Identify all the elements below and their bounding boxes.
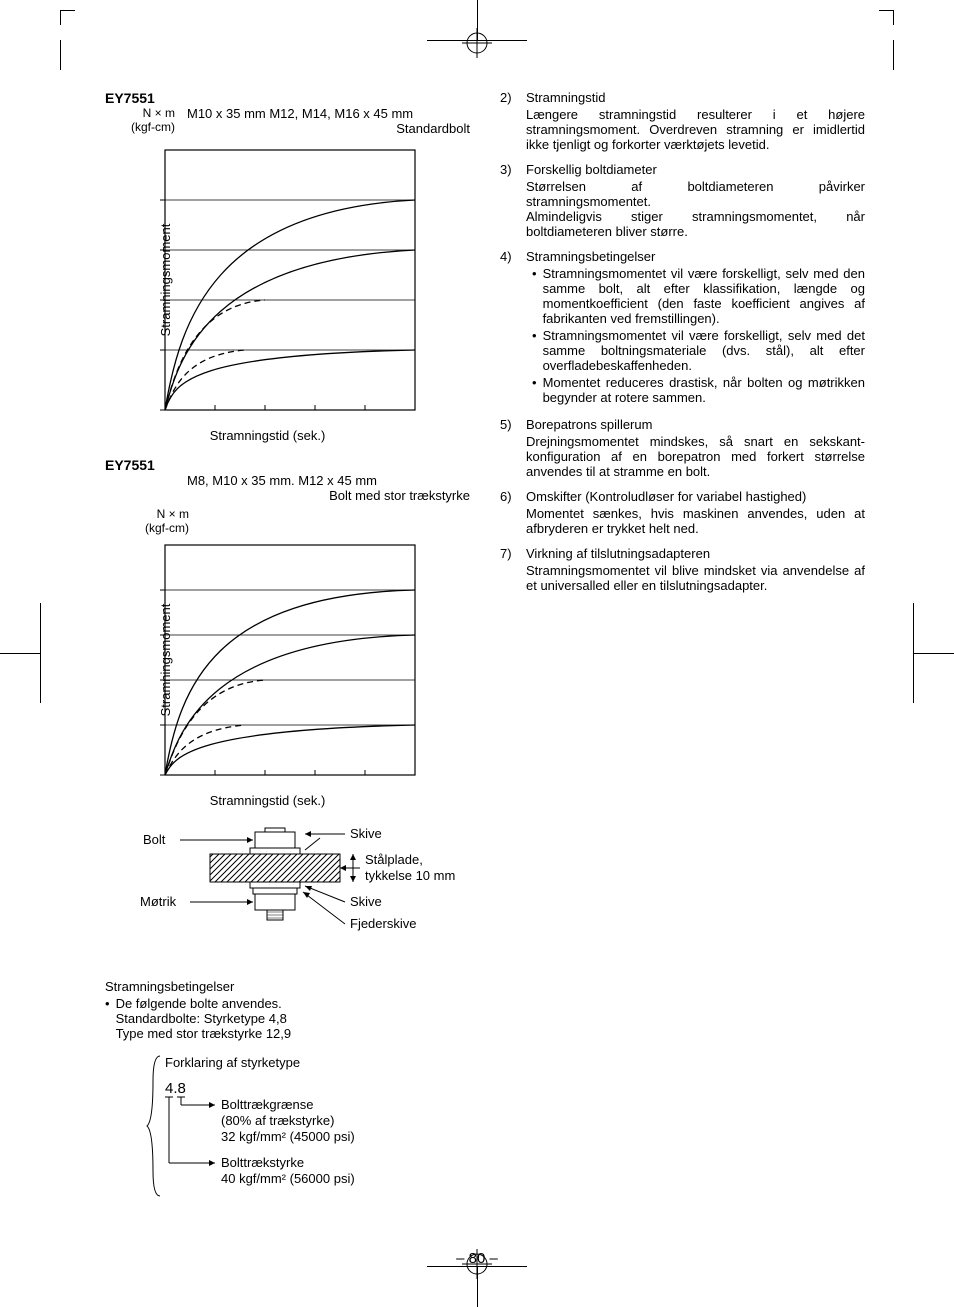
conditions-line2: Type med stor trækstyrke 12,9: [116, 1026, 292, 1041]
item-desc: Størrelsen af boltdiameteren påvirker st…: [526, 179, 865, 209]
bolt-diagram: Bolt Skive Stålplade, tykkelse 10 mm Ski…: [105, 824, 470, 967]
chart2-unit1: N × m: [157, 507, 189, 521]
right-item: 7) Virkning af tilslutningsadapteren Stram…: [500, 546, 865, 593]
svg-text:Fjederskive: Fjederskive: [350, 916, 416, 931]
svg-text:tykkelse 10 mm: tykkelse 10 mm: [365, 868, 455, 883]
chart2-xlabel: Stramningstid (sek.): [105, 793, 430, 808]
right-item: 2) Stramningstid Længere stramningstid res…: [500, 90, 865, 152]
svg-text:4.8: 4.8: [165, 1080, 186, 1097]
svg-text:32 kgf/mm² (45000 psi): 32 kgf/mm² (45000 psi): [221, 1129, 355, 1144]
chart1-model: EY7551: [105, 90, 470, 106]
chart1-header1: M10 x 35 mm M12, M14, M16 x 45 mm: [187, 106, 470, 121]
chart1-block: EY7551 N × m (kgf-cm) M10 x 35 mm M12, M…: [105, 90, 470, 443]
right-item: 4) Stramningsbetingelser •Stramningsmoment…: [500, 249, 865, 407]
page-number: – 80 –: [0, 1250, 954, 1267]
left-column: EY7551 N × m (kgf-cm) M10 x 35 mm M12, M…: [105, 90, 470, 1204]
svg-text:(80% af trækstyrke): (80% af trækstyrke): [221, 1113, 334, 1128]
item-desc: Længere stramningstid resulterer i et hø…: [526, 107, 865, 152]
chart2-ylabel: Stramningsmoment: [158, 604, 173, 717]
conditions-bullet: De følgende bolte anvendes.: [116, 996, 292, 1011]
conditions-line1: Standardbolte: Styrketype 4,8: [116, 1011, 292, 1026]
chart1-unit1: N × m: [143, 106, 175, 120]
chart1-xlabel: Stramningstid (sek.): [105, 428, 430, 443]
item-number: 3): [500, 162, 518, 239]
right-column: 2) Stramningstid Længere stramningstid res…: [500, 90, 865, 1204]
chart1-ylabel: Stramningsmoment: [158, 224, 173, 337]
svg-text:Skive: Skive: [350, 826, 382, 841]
item-title: Omskifter (Kontroludløser for variabel h…: [526, 489, 865, 504]
item-number: 6): [500, 489, 518, 536]
chart2-model: EY7551: [105, 457, 470, 473]
svg-text:Skive: Skive: [350, 894, 382, 909]
item-sub-bullet: •Stramningsmomentet vil være forskelligt…: [532, 266, 865, 326]
item-desc: Drejningsmomentet mindskes, så snart en …: [526, 434, 865, 479]
svg-text:40 kgf/mm² (56000 psi): 40 kgf/mm² (56000 psi): [221, 1171, 355, 1186]
bolt-diagram-svg: Bolt Skive Stålplade, tykkelse 10 mm Ski…: [105, 824, 465, 964]
item-number: 7): [500, 546, 518, 593]
svg-text:Forklaring af styrketype: Forklaring af styrketype: [165, 1055, 300, 1070]
chart1-unit2: (kgf-cm): [131, 120, 175, 134]
item-title: Borepatrons spillerum: [526, 417, 865, 432]
svg-text:Stålplade,: Stålplade,: [365, 852, 423, 867]
item-number: 5): [500, 417, 518, 479]
item-desc: Stramningsmomentet vil blive mindsket vi…: [526, 563, 865, 593]
svg-text:Bolt: Bolt: [143, 832, 166, 847]
conditions-block: Stramningsbetingelser • De følgende bolt…: [105, 979, 470, 1041]
right-item: 5) Borepatrons spillerum Drejningsmomentet…: [500, 417, 865, 479]
chart2-block: EY7551 M8, M10 x 35 mm. M12 x 45 mm Bolt…: [105, 457, 470, 808]
strength-svg: Forklaring af styrketype 4.8 Bolttrækgræ…: [105, 1051, 445, 1201]
item-sub-bullet: •Momentet reduceres drastisk, når bolten…: [532, 375, 865, 405]
chart2-unit2: (kgf-cm): [145, 521, 189, 535]
chart2-header1: M8, M10 x 35 mm. M12 x 45 mm: [187, 473, 470, 488]
chart1-header2: Standardbolt: [187, 121, 470, 136]
item-number: 4): [500, 249, 518, 407]
right-item: 6) Omskifter (Kontroludløser for variabel…: [500, 489, 865, 536]
svg-text:Bolttrækgrænse: Bolttrækgrænse: [221, 1097, 313, 1112]
item-title: Stramningsbetingelser: [526, 249, 865, 264]
right-item: 3) Forskellig boltdiameter Størrelsen af b…: [500, 162, 865, 239]
item-desc: Momentet sænkes, hvis maskinen anven­des…: [526, 506, 865, 536]
item-title: Forskellig boltdiameter: [526, 162, 865, 177]
svg-text:Møtrik: Møtrik: [140, 894, 177, 909]
conditions-title: Stramningsbetingelser: [105, 979, 470, 994]
strength-block: Forklaring af styrketype 4.8 Bolttrækgræ…: [105, 1051, 470, 1204]
item-sub-bullet: •Stramningsmomentet vil være forskelligt…: [532, 328, 865, 373]
item-title: Virkning af tilslutningsadapteren: [526, 546, 865, 561]
item-desc: Almindeligvis stiger stramningsmomentet,…: [526, 209, 865, 239]
item-title: Stramningstid: [526, 90, 865, 105]
svg-text:Bolttrækstyrke: Bolttrækstyrke: [221, 1155, 304, 1170]
chart2-header2: Bolt med stor trækstyrke: [187, 488, 470, 503]
item-number: 2): [500, 90, 518, 152]
